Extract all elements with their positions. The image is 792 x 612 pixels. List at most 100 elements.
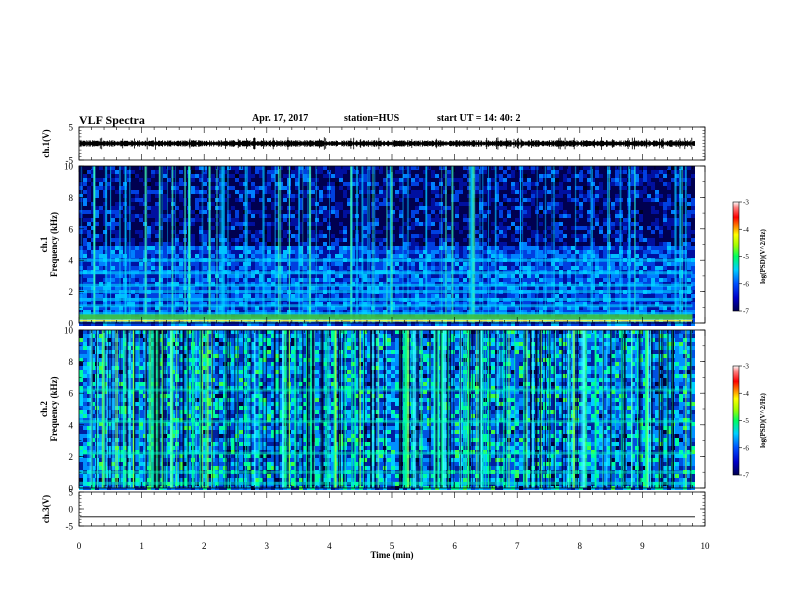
ch1-spectrogram-sferic [298, 166, 300, 323]
ch2-spectrogram-gap [544, 330, 546, 488]
ch2-spectrogram-gap [398, 330, 400, 488]
ch2-spectrogram-sferic [406, 330, 409, 488]
ch1-spectrogram-sferic [222, 166, 224, 323]
ch2-spectrogram-sferic [527, 330, 529, 488]
ch1-spectrogram-sferic [494, 166, 497, 323]
ch1-spectrogram-band [79, 258, 693, 262]
ch2-spectrogram-gap [273, 330, 276, 488]
ch2-spectrogram-gap [312, 330, 315, 488]
ch2-spectrogram-gap [200, 330, 202, 488]
ch2-spectrogram-sferic [359, 330, 361, 488]
ch2-spectrogram-sferic [685, 330, 687, 488]
ch1-spectrogram-power-line-band [79, 319, 693, 322]
ch1-spectrogram-sferic [520, 166, 522, 323]
ch1-spectrogram-sferic [315, 166, 317, 323]
ch2-spectrogram-gap [640, 330, 642, 488]
ch2-spectrogram-gap [307, 330, 309, 488]
ch2-spectrogram-sferic [167, 330, 168, 488]
y-tick-label: 0 [69, 319, 74, 329]
ch2-spectrogram-sferic [103, 330, 105, 488]
x-tick-label: 5 [390, 541, 395, 551]
ch1-spectrogram-sferic [184, 166, 186, 323]
ch2-spectrogram-gap [524, 330, 526, 488]
ch1-spectrogram-band [79, 297, 693, 301]
x-tick-label: 2 [202, 541, 207, 551]
ch2-spectrogram-gap [227, 330, 229, 488]
ch2-spectrogram-sferic [253, 330, 256, 488]
y-axis-label: ch.1(V) [41, 129, 51, 157]
ch2-spectrogram-sferic [421, 330, 423, 488]
ch2-spectrogram-sferic [247, 330, 249, 488]
ch1-waveform-trace [79, 137, 695, 150]
ch2-spectrogram-gap [535, 330, 537, 488]
x-axis-label: Time (min) [370, 550, 413, 560]
ch2-spectrogram-sferic [130, 330, 132, 488]
ch1-spectrogram-sferic [441, 166, 443, 323]
ch2-spectrogram-gap [364, 330, 365, 488]
ch1-spectrogram-sferic [227, 166, 229, 323]
ch2-spectrogram-gap [651, 330, 653, 488]
y-tick-label: 2 [69, 452, 74, 462]
ch1-spectrogram-sferic [144, 166, 147, 323]
ch2-spectrogram-band [79, 451, 693, 455]
ch2-spectrogram-sferic [503, 330, 505, 488]
ch2-spectrogram-gap [237, 330, 239, 488]
ch1-spectrogram-sferic [674, 166, 677, 323]
ch2-spectrogram-sferic [444, 330, 446, 488]
ch1-spectrogram-sferic [372, 166, 374, 323]
ch2-spectrogram-gap [610, 330, 612, 488]
ch1-spectrogram-sferic [93, 166, 96, 323]
ch1-spectrogram-sferic [277, 166, 280, 323]
ch2-spectrogram-gap [370, 330, 372, 488]
ch2-spectrogram-gap [91, 330, 93, 488]
ch2-spectrogram-gap [549, 330, 551, 488]
ch2-spectrogram-sferic [377, 330, 379, 488]
ch2-spectrogram-image [79, 330, 695, 490]
y-tick-label: 5 [69, 123, 74, 133]
ch2-spectrogram-gap [662, 330, 664, 488]
ch1-spectrogram-sferic [479, 166, 481, 323]
ch1-spectrogram-sferic [634, 166, 636, 323]
ch2-spectrogram-sferic [152, 330, 154, 488]
ch2-spectrogram-sferic [647, 330, 649, 488]
ch1-spectrogram-band [79, 304, 693, 308]
ch2-spectrogram-gap [243, 330, 244, 488]
ch2-spectrogram-gap [96, 330, 98, 488]
colorbar-tick-label: -7 [743, 308, 749, 316]
ch2-spectrogram-sferic [205, 330, 207, 488]
ch2-spectrogram-gap [672, 330, 674, 488]
ch2-spectrogram-gap [453, 330, 455, 488]
ch2-spectrogram-sferic [411, 330, 413, 488]
ch2-spectrogram-gap [225, 330, 227, 488]
ch1-spectrogram-sferic [553, 166, 555, 323]
colorbar-tick-label: -5 [743, 417, 749, 425]
ch2-spectrogram-gap [157, 330, 160, 488]
ch1-spectrogram-sferic [406, 166, 409, 323]
ch2-spectrogram-sferic [192, 330, 193, 488]
ch2-spectrogram-sferic [540, 330, 542, 488]
ch2-spectrogram-sferic [176, 330, 178, 488]
ch2-spectrogram-sferic [467, 330, 470, 488]
ch1-spectrogram-sferic [201, 166, 204, 323]
ch2-spectrogram-sferic [161, 330, 163, 488]
ch2-spectrogram-gap [400, 330, 402, 488]
ch2-spectrogram-gap [561, 330, 563, 488]
ch1-spectrogram-sferic [188, 166, 191, 323]
ch2-spectrogram-sferic [125, 330, 127, 488]
x-tick-label: 3 [265, 541, 270, 551]
ch1-spectrogram-sferic [124, 166, 127, 323]
ch1-spectrogram-sferic [223, 166, 225, 323]
ch2-spectrogram-sferic [614, 330, 616, 488]
ch1-spectrogram-sferic [544, 166, 547, 323]
ch1-spectrogram-sferic [471, 166, 474, 323]
ch2-spectrogram-gap [624, 330, 626, 488]
ch1-spectrogram-sferic [158, 166, 161, 323]
ch2-spectrogram-gap [339, 330, 341, 488]
ch1-spectrogram-sferic [288, 166, 290, 323]
y-tick-label: 6 [69, 224, 74, 234]
ch2-spectrogram-sferic [156, 330, 159, 488]
ch2-spectrogram-sferic [606, 330, 608, 488]
x-tick-label: 4 [327, 541, 332, 551]
y-tick-label: -5 [66, 156, 74, 166]
